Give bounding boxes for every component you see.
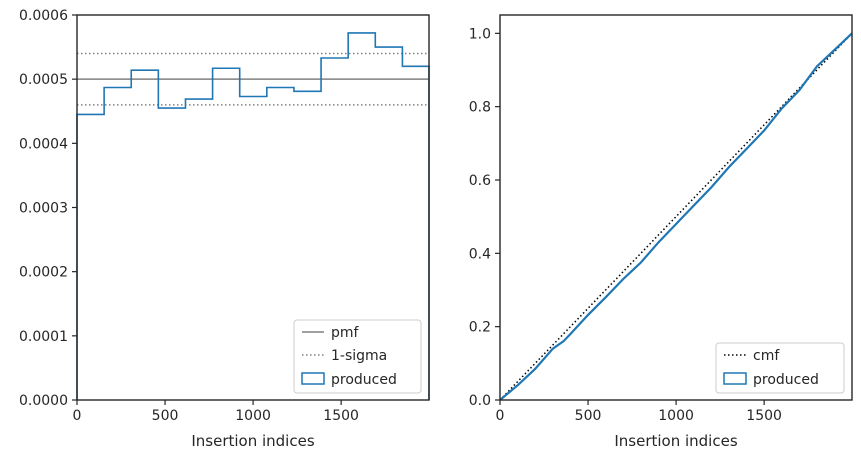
produced-histogram-step: [76, 32, 430, 400]
plot-area-content: [76, 32, 430, 400]
y-tick-label: 0.2: [469, 320, 491, 336]
legend-label-produced: produced: [331, 372, 397, 388]
legend-handle-produced: [301, 372, 325, 385]
y-tick-label: 0.0000: [19, 393, 68, 409]
y-tick-label: 0.0001: [19, 329, 68, 345]
x-tick-label: 1000: [235, 408, 271, 424]
produced-line: [499, 32, 853, 401]
cmf-line: [499, 32, 853, 401]
legend-handle-produced: [723, 372, 747, 385]
legend: pmf 1-sigma produced: [293, 319, 422, 394]
y-tick-label: 0.0003: [19, 201, 68, 217]
legend: cmf produced: [715, 342, 845, 394]
x-tick-label: 1000: [658, 408, 694, 424]
y-tick-label: 0.0004: [19, 136, 68, 152]
cmf-chart: 0 500 1000 1500 0.0 0.2 0.4 0.6 0.8 1.0 Insertion…: [469, 14, 853, 450]
x-tick-label: 500: [152, 408, 179, 424]
y-tick-label: 0.6: [469, 173, 491, 189]
axis-ticks: 0 500 1000 1500 0.0000 0.0001 0.0002 0.0003 0.00…: [19, 8, 359, 424]
legend-label-produced: produced: [753, 372, 819, 388]
y-tick-label: 0.0006: [19, 8, 68, 24]
legend-label-pmf: pmf: [331, 325, 360, 341]
y-tick-label: 0.4: [469, 246, 491, 262]
x-axis-label: Insertion indices: [191, 432, 314, 450]
legend-box: [293, 319, 422, 394]
x-tick-label: 1500: [323, 408, 359, 424]
y-tick-label: 1.0: [469, 26, 491, 42]
pmf-histogram-chart: 0 500 1000 1500 0.0000 0.0001 0.0002 0.0003 0.00…: [19, 8, 430, 450]
legend-label-cmf: cmf: [753, 348, 780, 364]
x-axis-label: Insertion indices: [614, 432, 737, 450]
legend-label-1-sigma: 1-sigma: [331, 348, 387, 364]
y-tick-label: 0.0002: [19, 265, 68, 281]
y-tick-label: 0.8: [469, 100, 491, 116]
x-tick-label: 500: [575, 408, 602, 424]
plot-area-content: [499, 32, 853, 401]
legend-box: [715, 342, 845, 394]
y-tick-label: 0.0005: [19, 72, 68, 88]
y-tick-label: 0.0: [469, 393, 491, 409]
axis-ticks: 0 500 1000 1500 0.0 0.2 0.4 0.6 0.8 1.0: [469, 26, 782, 424]
x-tick-label: 0: [496, 408, 505, 424]
plot-frame: [499, 14, 853, 401]
x-tick-label: 0: [73, 408, 82, 424]
x-tick-label: 1500: [746, 408, 782, 424]
